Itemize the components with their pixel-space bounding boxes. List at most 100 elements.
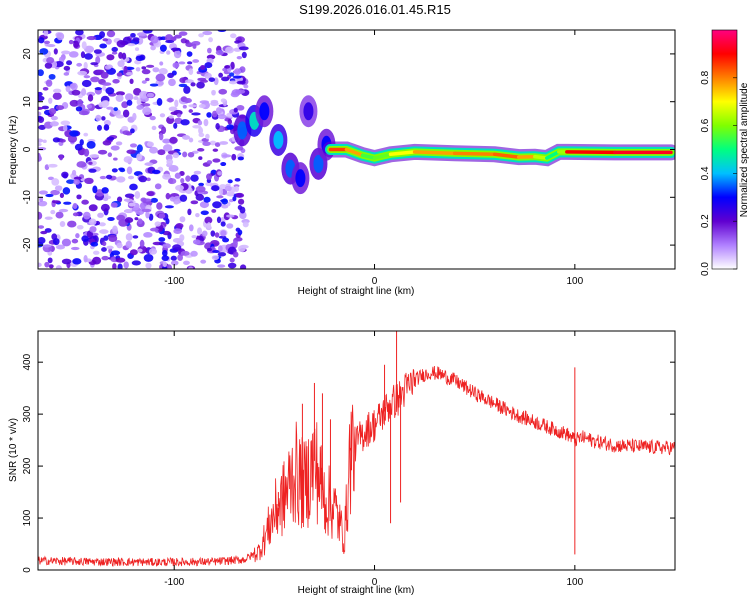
noise-speckle (170, 47, 181, 51)
noise-speckle (116, 39, 126, 48)
noise-speckle (167, 178, 177, 185)
noise-speckle (55, 211, 64, 219)
noise-speckle (101, 116, 106, 121)
noise-speckle (234, 146, 244, 151)
snr-ticks: -100 0 100 0 100 200 300 400 (22, 331, 675, 588)
noise-speckle (142, 107, 152, 116)
noise-speckle (220, 98, 227, 103)
noise-speckle (178, 61, 186, 65)
noise-speckle (48, 97, 53, 104)
noise-speckle (134, 47, 140, 52)
noise-speckle (69, 99, 79, 107)
noise-speckle (221, 154, 232, 158)
noise-speckle (158, 81, 164, 86)
noise-speckle (212, 148, 219, 152)
noise-speckle (53, 48, 58, 55)
noise-speckle (206, 160, 213, 165)
noise-speckle (191, 235, 197, 239)
noise-speckle (76, 194, 82, 200)
noise-speckle (206, 112, 212, 118)
noise-speckle (76, 225, 84, 230)
noise-speckle (173, 200, 180, 205)
noise-speckle (190, 174, 199, 182)
noise-speckle (236, 55, 243, 60)
noise-speckle (218, 88, 228, 95)
noise-speckle (224, 65, 231, 69)
noise-speckle (196, 81, 205, 89)
colorbar-tick-label: 0.2 (700, 214, 711, 228)
noise-speckle (115, 94, 124, 102)
noise-speckle (211, 110, 218, 118)
noise-speckle (210, 101, 219, 107)
noise-speckle (166, 97, 174, 103)
noise-speckle (77, 99, 83, 107)
noise-speckle (59, 192, 65, 198)
noise-speckle (210, 230, 216, 237)
noise-speckle (38, 225, 45, 229)
noise-speckle (49, 121, 59, 127)
noise-speckle (219, 141, 229, 145)
noise-speckle (38, 200, 48, 207)
noise-speckle (72, 258, 82, 265)
noise-speckle (124, 217, 134, 224)
noise-speckle (226, 191, 236, 197)
noise-speckle (149, 146, 158, 154)
noise-speckle (50, 209, 56, 215)
noise-speckle (55, 105, 65, 111)
noise-speckle (152, 67, 160, 73)
noise-speckle (55, 244, 65, 250)
noise-speckle (212, 158, 221, 163)
noise-speckle (227, 179, 233, 184)
noise-speckle (45, 193, 54, 198)
noise-speckle (191, 112, 201, 116)
noise-speckle (99, 175, 107, 180)
noise-speckle (60, 120, 71, 126)
noise-speckle (65, 85, 71, 93)
noise-speckle (175, 223, 184, 229)
noise-speckle (177, 254, 183, 262)
noise-speckle (47, 257, 53, 264)
noise-speckle (125, 72, 134, 76)
noise-speckle (51, 178, 60, 186)
noise-speckle (141, 80, 147, 84)
snr-x-tick-label: -100 (164, 577, 184, 588)
noise-speckle (38, 236, 46, 244)
carrier-segment (533, 154, 549, 160)
noise-speckle (73, 40, 80, 48)
noise-speckle (145, 262, 152, 269)
noise-speckle (188, 224, 194, 232)
noise-speckle (170, 111, 179, 116)
noise-speckle (66, 60, 73, 66)
noise-speckle (215, 107, 223, 114)
noise-speckle (52, 238, 60, 246)
noise-speckle (101, 247, 107, 252)
noise-speckle (164, 205, 175, 209)
snr-frame (37, 330, 676, 571)
noise-speckle (91, 232, 99, 236)
noise-speckle (83, 148, 90, 157)
noise-speckle (146, 177, 151, 182)
noise-speckle (229, 257, 235, 263)
noise-speckle (56, 32, 65, 41)
noise-speckle (121, 101, 129, 109)
noise-speckle (88, 168, 97, 173)
noise-speckle (106, 30, 116, 38)
noise-speckle (110, 250, 121, 256)
noise-speckle (115, 257, 126, 263)
noise-speckle (38, 142, 42, 147)
noise-speckle (170, 255, 177, 261)
spectrogram-x-tick-label: -100 (164, 276, 184, 287)
noise-speckle (175, 184, 184, 191)
carrier-segment (388, 150, 417, 157)
noise-speckle (233, 68, 242, 75)
noise-speckle (204, 62, 213, 69)
noise-speckle (178, 83, 188, 88)
noise-speckle (162, 249, 168, 257)
snr-x-label: Height of straight line (km) (298, 585, 415, 596)
noise-speckle (92, 185, 98, 194)
noise-speckle (221, 198, 229, 205)
snr-data (38, 331, 675, 567)
noise-speckle (88, 218, 97, 226)
noise-speckle (235, 89, 246, 94)
noise-speckle (174, 172, 181, 179)
